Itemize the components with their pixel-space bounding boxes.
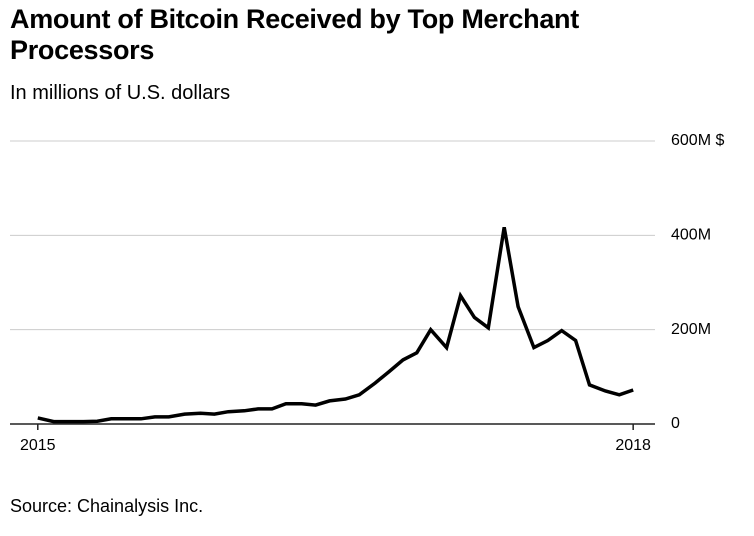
- y-tick-label: 0: [671, 415, 680, 432]
- chart-subtitle: In millions of U.S. dollars: [10, 82, 231, 104]
- y-tick-label: 200M: [671, 321, 711, 338]
- x-tick-label: 2015: [20, 437, 56, 454]
- data-line: [37, 226, 634, 424]
- y-tick-label: 600M $: [671, 132, 724, 149]
- y-tick-label: 400M: [671, 227, 711, 244]
- source-note: Source: Chainalysis Inc.: [10, 496, 204, 516]
- x-tick-label: 2018: [615, 437, 651, 454]
- chart-title: Amount of Bitcoin Received by Top Mercha…: [10, 4, 579, 65]
